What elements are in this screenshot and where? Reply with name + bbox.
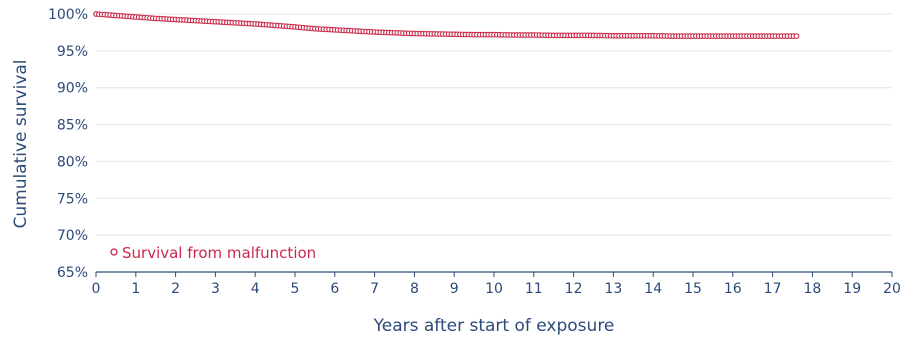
y-tick-label: 80% xyxy=(57,154,88,170)
data-point xyxy=(793,33,800,39)
x-tick-label: 0 xyxy=(92,281,101,297)
x-tick-label: 9 xyxy=(450,281,459,297)
x-axis-title: Years after start of exposure xyxy=(373,316,615,336)
x-tick-label: 16 xyxy=(724,281,742,297)
y-tick-label: 65% xyxy=(57,265,88,281)
x-tick-label: 5 xyxy=(291,281,300,297)
x-tick-label: 17 xyxy=(764,281,782,297)
x-tick-label: 2 xyxy=(171,281,180,297)
x-tick-label: 7 xyxy=(370,281,379,297)
x-tick-label: 15 xyxy=(684,281,702,297)
grid-lines xyxy=(96,13,892,236)
x-tick-label: 6 xyxy=(330,281,339,297)
x-tick-label: 1 xyxy=(131,281,140,297)
y-tick-label: 100% xyxy=(48,7,88,23)
x-tick-label: 8 xyxy=(410,281,419,297)
x-tick-label: 3 xyxy=(211,281,220,297)
x-tick-label: 20 xyxy=(883,281,901,297)
y-tick-label: 75% xyxy=(57,191,88,207)
legend: Survival from malfunction xyxy=(110,244,316,262)
tick-labels: 65%70%75%80%85%90%95%100%0 1 2 3 4 5 6 7 8 9 10 11 1… xyxy=(48,7,901,297)
y-tick-label: 85% xyxy=(57,118,88,134)
legend-label: Survival from malfunction xyxy=(122,244,316,262)
x-tick-label: 11 xyxy=(525,281,543,297)
x-tick-label: 19 xyxy=(843,281,861,297)
x-tick-label: 13 xyxy=(604,281,622,297)
x-tick-label: 12 xyxy=(565,281,583,297)
x-tick-label: 4 xyxy=(251,281,260,297)
y-tick-label: 95% xyxy=(57,44,88,60)
y-axis-title: Cumulative survival xyxy=(11,59,31,228)
x-tick-label: 18 xyxy=(803,281,821,297)
y-tick-label: 70% xyxy=(57,228,88,244)
x-tick-label: 14 xyxy=(644,281,662,297)
y-tick-label: 90% xyxy=(57,81,88,97)
legend-marker-icon xyxy=(110,248,118,256)
x-tick-label: 10 xyxy=(485,281,503,297)
data-points xyxy=(93,11,800,39)
axes xyxy=(95,271,893,277)
